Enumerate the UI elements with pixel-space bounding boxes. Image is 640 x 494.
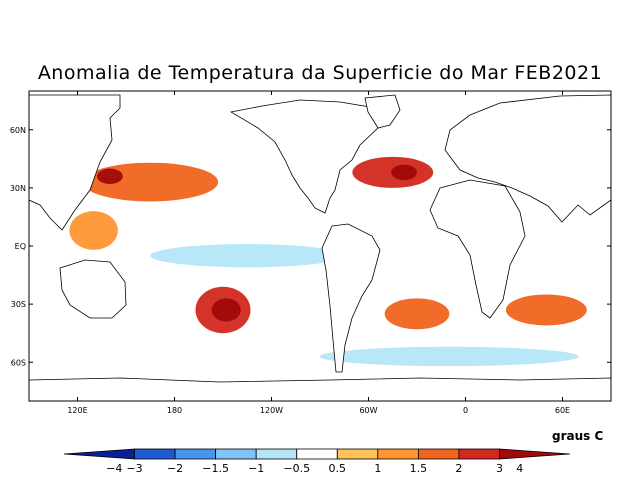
colorbar-label: 2	[455, 462, 462, 475]
colorbar-segment	[417, 448, 460, 460]
anomaly-south-indian-warm	[505, 294, 587, 326]
colorbar-segment	[336, 448, 379, 460]
lon-label: 60W	[359, 406, 377, 415]
lon-label: 60E	[555, 406, 570, 415]
colorbar-segment	[134, 448, 176, 460]
units-label: graus C	[552, 429, 604, 443]
colorbar-label: 4	[516, 462, 523, 475]
colorbar-segment	[499, 448, 571, 460]
colorbar-label: −0.5	[283, 462, 310, 475]
continent-greenland	[364, 94, 401, 129]
anomaly-south-atlantic-warm	[384, 298, 450, 330]
map-title: Anomalia de Temperatura da Superficie do…	[37, 62, 603, 84]
colorbar-label: −1	[248, 462, 264, 475]
latitude-axis: 60N 30N EQ 30S 60S	[10, 126, 611, 367]
colorbar-label: 0.5	[329, 462, 347, 475]
colorbar-segment	[255, 448, 298, 460]
colorbar-segment	[215, 448, 257, 460]
continent-north-america	[229, 99, 381, 214]
continent-africa	[429, 179, 526, 319]
colorbar: −4 −3 −2 −1.5 −1 −0.5 0.5 1 1.5 2 3 4	[63, 448, 571, 475]
lon-label: 120W	[260, 406, 283, 415]
colorbar-label: 1	[374, 462, 381, 475]
anomaly-north-pacific-core	[96, 168, 123, 184]
lon-label: 120E	[67, 406, 87, 415]
colorbar-segment	[63, 448, 135, 460]
colorbar-label: 1.5	[410, 462, 428, 475]
anomaly-western-pacific-warm	[69, 211, 118, 250]
colorbar-label: −1.5	[202, 462, 229, 475]
colorbar-segment	[174, 448, 217, 460]
colorbar-segment	[458, 448, 500, 460]
lat-label: EQ	[15, 242, 26, 251]
colorbar-label: −3	[126, 462, 142, 475]
continent-east-asia	[29, 94, 121, 231]
continent-antarctica	[29, 377, 611, 401]
anomaly-north-atlantic-core	[391, 164, 418, 181]
anomaly-equatorial-pacific-cold	[150, 244, 345, 268]
anomaly-southern-ocean-cool	[320, 346, 579, 367]
colorbar-segment	[377, 448, 419, 460]
continent-south-america	[321, 223, 381, 373]
colorbar-label: −2	[167, 462, 183, 475]
longitude-axis: 120E 180 120W 60W 0 60E	[67, 91, 570, 415]
lon-label: 180	[167, 406, 182, 415]
colorbar-segment	[296, 448, 338, 460]
lon-label: 0	[463, 406, 468, 415]
anomaly-layer	[69, 156, 587, 367]
lat-label: 60S	[11, 358, 26, 367]
colorbar-label: 3	[496, 462, 503, 475]
continent-outlines	[29, 94, 611, 401]
anomaly-sw-pacific-core	[211, 298, 241, 322]
lat-label: 30S	[11, 300, 26, 309]
lat-label: 30N	[10, 184, 26, 193]
colorbar-label: −4	[106, 462, 122, 475]
lat-label: 60N	[10, 126, 26, 135]
continent-eurasia	[444, 94, 611, 223]
continent-australia	[59, 259, 127, 319]
